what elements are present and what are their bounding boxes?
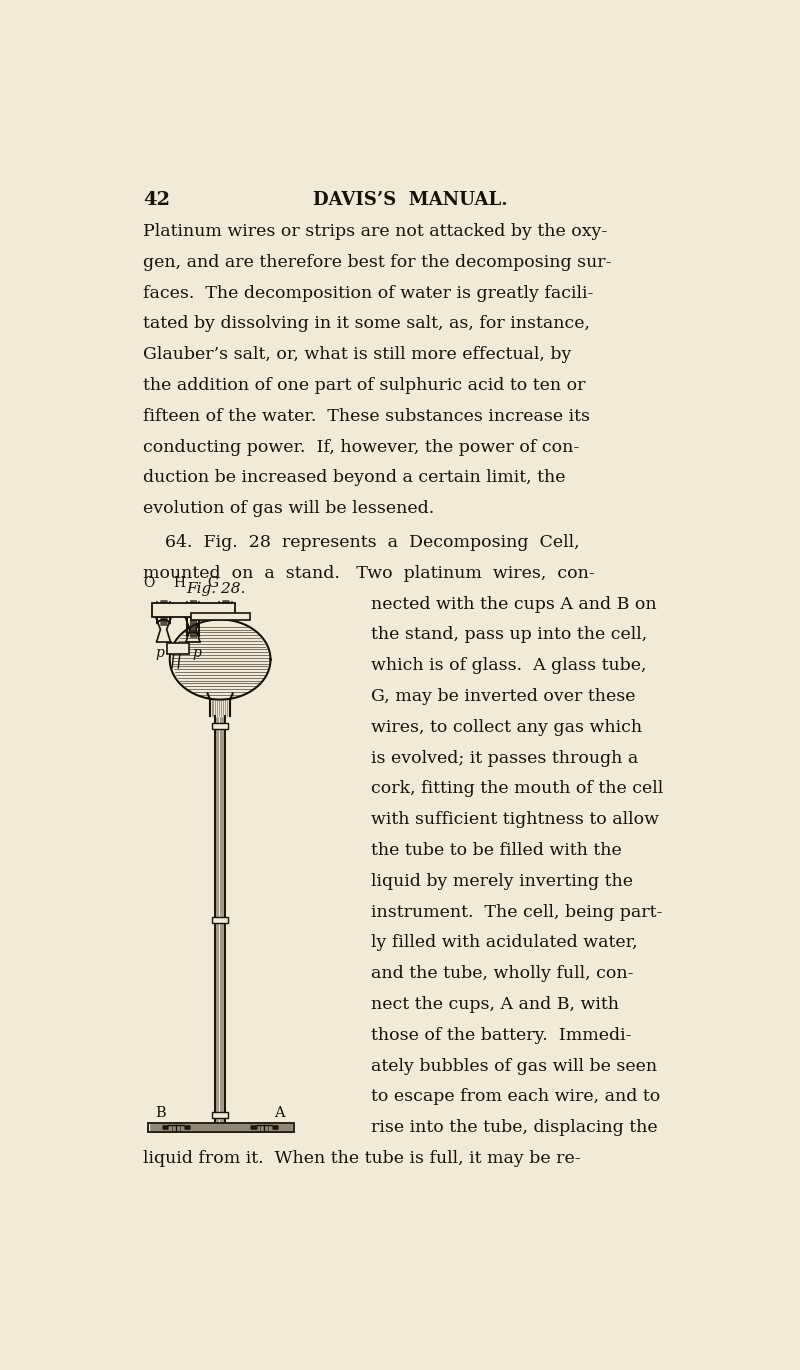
Text: Fig. 28.: Fig. 28. [186,582,246,596]
Text: instrument.  The cell, being part-: instrument. The cell, being part- [371,904,662,921]
Text: rise into the tube, displacing the: rise into the tube, displacing the [371,1119,658,1136]
Text: those of the battery.  Immedi-: those of the battery. Immedi- [371,1026,632,1044]
Text: to escape from each wire, and to: to escape from each wire, and to [371,1088,661,1106]
Bar [212,1112,228,1118]
Text: Platinum wires or strips are not attacked by the oxy-: Platinum wires or strips are not attacke… [143,223,608,240]
Text: B: B [155,1106,166,1119]
Bar [212,722,228,729]
Text: fifteen of the water.  These substances increase its: fifteen of the water. These substances i… [143,408,590,425]
Bar [148,1123,294,1132]
Text: gen, and are therefore best for the decomposing sur-: gen, and are therefore best for the deco… [143,253,612,271]
Text: duction be increased beyond a certain limit, the: duction be increased beyond a certain li… [143,470,566,486]
Text: the stand, pass up into the cell,: the stand, pass up into the cell, [371,626,647,644]
Text: p: p [155,647,164,660]
Bar [212,917,228,923]
Text: ly filled with acidulated water,: ly filled with acidulated water, [371,934,638,951]
Text: which is of glass.  A glass tube,: which is of glass. A glass tube, [371,658,646,674]
Text: tated by dissolving in it some salt, as, for instance,: tated by dissolving in it some salt, as,… [143,315,590,333]
Text: liquid from it.  When the tube is full, it may be re-: liquid from it. When the tube is full, i… [143,1149,581,1167]
Text: cork, fitting the mouth of the cell: cork, fitting the mouth of the cell [371,781,663,797]
Text: is evolved; it passes through a: is evolved; it passes through a [371,749,638,767]
Text: nected with the cups A and B on: nected with the cups A and B on [371,596,657,612]
Text: G: G [207,577,218,590]
Text: and the tube, wholly full, con-: and the tube, wholly full, con- [371,966,634,982]
Text: faces.  The decomposition of water is greatly facili-: faces. The decomposition of water is gre… [143,285,594,301]
Text: ately bubbles of gas will be seen: ately bubbles of gas will be seen [371,1058,658,1074]
Text: mounted  on  a  stand.   Two  platinum  wires,  con-: mounted on a stand. Two platinum wires, … [143,564,595,582]
Bar [152,603,235,616]
Text: nect the cups, A and B, with: nect the cups, A and B, with [371,996,619,1012]
Text: DAVIS’S  MANUAL.: DAVIS’S MANUAL. [313,192,507,210]
Text: the addition of one part of sulphuric acid to ten or: the addition of one part of sulphuric ac… [143,377,586,395]
Text: 42: 42 [143,192,170,210]
Text: G, may be inverted over these: G, may be inverted over these [371,688,636,706]
Text: Glauber’s salt, or, what is still more effectual, by: Glauber’s salt, or, what is still more e… [143,347,572,363]
Text: 64.  Fig.  28  represents  a  Decomposing  Cell,: 64. Fig. 28 represents a Decomposing Cel… [143,534,580,551]
Text: H: H [174,577,186,590]
FancyBboxPatch shape [190,612,250,621]
Text: the tube to be filled with the: the tube to be filled with the [371,843,622,859]
Text: with sufficient tightness to allow: with sufficient tightness to allow [371,811,659,829]
Text: liquid by merely inverting the: liquid by merely inverting the [371,873,634,889]
Text: conducting power.  If, however, the power of con-: conducting power. If, however, the power… [143,438,580,455]
Text: p: p [192,647,201,660]
Text: O: O [143,577,154,590]
Text: A: A [274,1106,285,1119]
Bar [167,644,189,653]
Text: wires, to collect any gas which: wires, to collect any gas which [371,719,642,736]
Text: evolution of gas will be lessened.: evolution of gas will be lessened. [143,500,434,516]
